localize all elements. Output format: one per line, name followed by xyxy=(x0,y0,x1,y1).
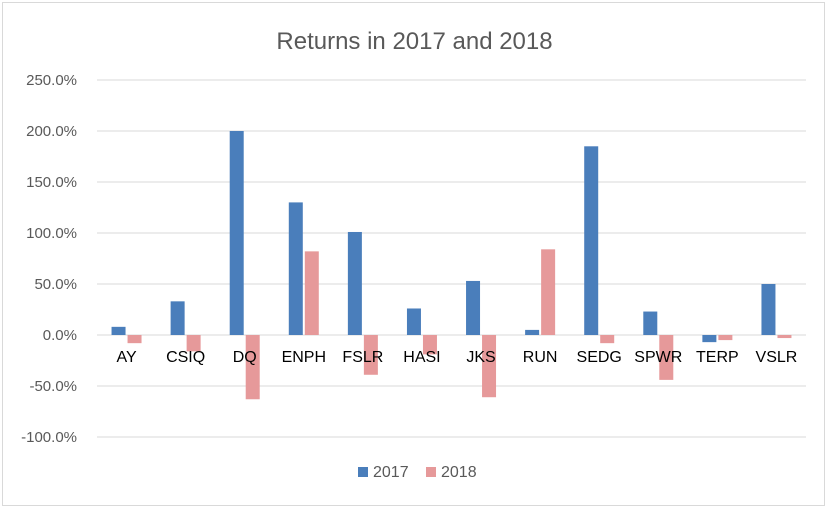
bar-2017-spwr xyxy=(643,311,658,335)
y-tick-label: -50.0% xyxy=(29,378,77,395)
legend-label-2018: 2018 xyxy=(441,464,477,481)
bar-2017-ay xyxy=(111,326,126,335)
x-category-label: HASI xyxy=(403,349,440,366)
bar-2017-vslr xyxy=(761,284,776,335)
x-category-label: ENPH xyxy=(282,349,326,366)
y-tick-label: 100.0% xyxy=(26,225,77,242)
bar-2018-ay xyxy=(127,335,142,344)
bar-2017-fslr xyxy=(347,231,362,335)
bar-2017-csiq xyxy=(170,301,185,335)
y-tick-label: 250.0% xyxy=(26,72,77,89)
bar-2017-enph xyxy=(288,202,303,335)
bar-2018-vslr xyxy=(777,335,792,339)
bar-2018-sedg xyxy=(600,335,615,344)
y-tick-label: 0.0% xyxy=(43,327,77,344)
x-category-label: AY xyxy=(116,349,136,366)
x-category-label: CSIQ xyxy=(166,349,205,366)
legend-swatch-2018 xyxy=(426,467,436,477)
bar-2018-fslr xyxy=(363,335,378,375)
x-category-label: RUN xyxy=(523,349,558,366)
bar-2017-sedg xyxy=(584,146,599,335)
bar-2018-dq xyxy=(245,335,260,400)
y-tick-label: 200.0% xyxy=(26,123,77,140)
x-category-label: SEDG xyxy=(577,349,622,366)
bar-2018-hasi xyxy=(422,335,437,355)
x-category-label: DQ xyxy=(233,349,257,366)
bar-2018-csiq xyxy=(186,335,201,352)
bar-2017-dq xyxy=(229,131,244,335)
bar-2018-jks xyxy=(482,335,497,398)
bar-2018-run xyxy=(541,249,556,335)
bar-2017-hasi xyxy=(406,308,421,335)
x-category-label: JKS xyxy=(466,349,495,366)
bar-2018-enph xyxy=(304,251,319,335)
bar-2018-terp xyxy=(718,335,733,341)
x-category-label: TERP xyxy=(696,349,739,366)
bar-2017-jks xyxy=(466,280,481,335)
x-category-label: SPWR xyxy=(634,349,682,366)
bar-2018-spwr xyxy=(659,335,674,380)
x-category-label: FSLR xyxy=(342,349,383,366)
chart-title: Returns in 2017 and 2018 xyxy=(276,28,553,55)
legend-label-2017: 2017 xyxy=(373,464,409,481)
bar-2017-terp xyxy=(702,335,717,343)
y-tick-label: 150.0% xyxy=(26,174,77,191)
x-category-label: VSLR xyxy=(756,349,798,366)
bar-2017-run xyxy=(525,329,540,335)
y-tick-label: -100.0% xyxy=(21,429,77,446)
y-tick-label: 50.0% xyxy=(34,276,77,293)
legend-swatch-2017 xyxy=(358,467,368,477)
